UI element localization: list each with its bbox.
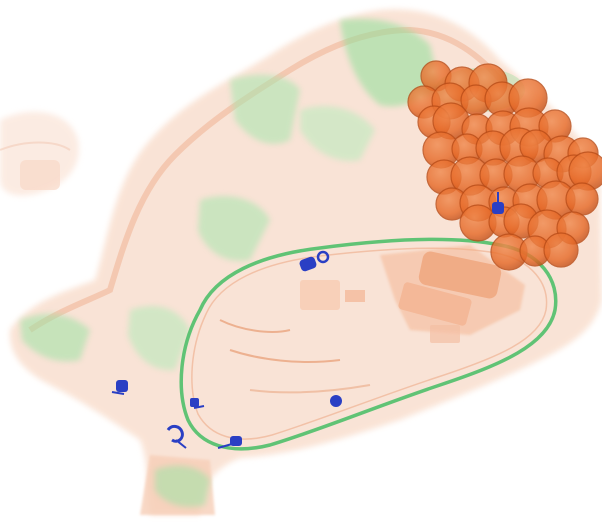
zipper-pull-5 <box>217 436 242 449</box>
bottle-item <box>565 182 599 216</box>
device-block <box>219 245 525 394</box>
zipper-pull-7 <box>492 192 504 214</box>
zipper-pull-3 <box>190 398 205 409</box>
bag-handle <box>0 111 79 196</box>
zipper-pull-6 <box>330 395 342 407</box>
inorganic-regions <box>20 18 440 507</box>
oval-frame <box>179 237 558 451</box>
zipper-pulls <box>111 192 504 449</box>
bottle-item <box>543 232 579 268</box>
zipper-pull-1 <box>299 250 330 272</box>
bottle-cluster <box>407 60 602 271</box>
zipper-pull-4 <box>166 424 187 449</box>
zipper-pull-2 <box>111 380 128 395</box>
